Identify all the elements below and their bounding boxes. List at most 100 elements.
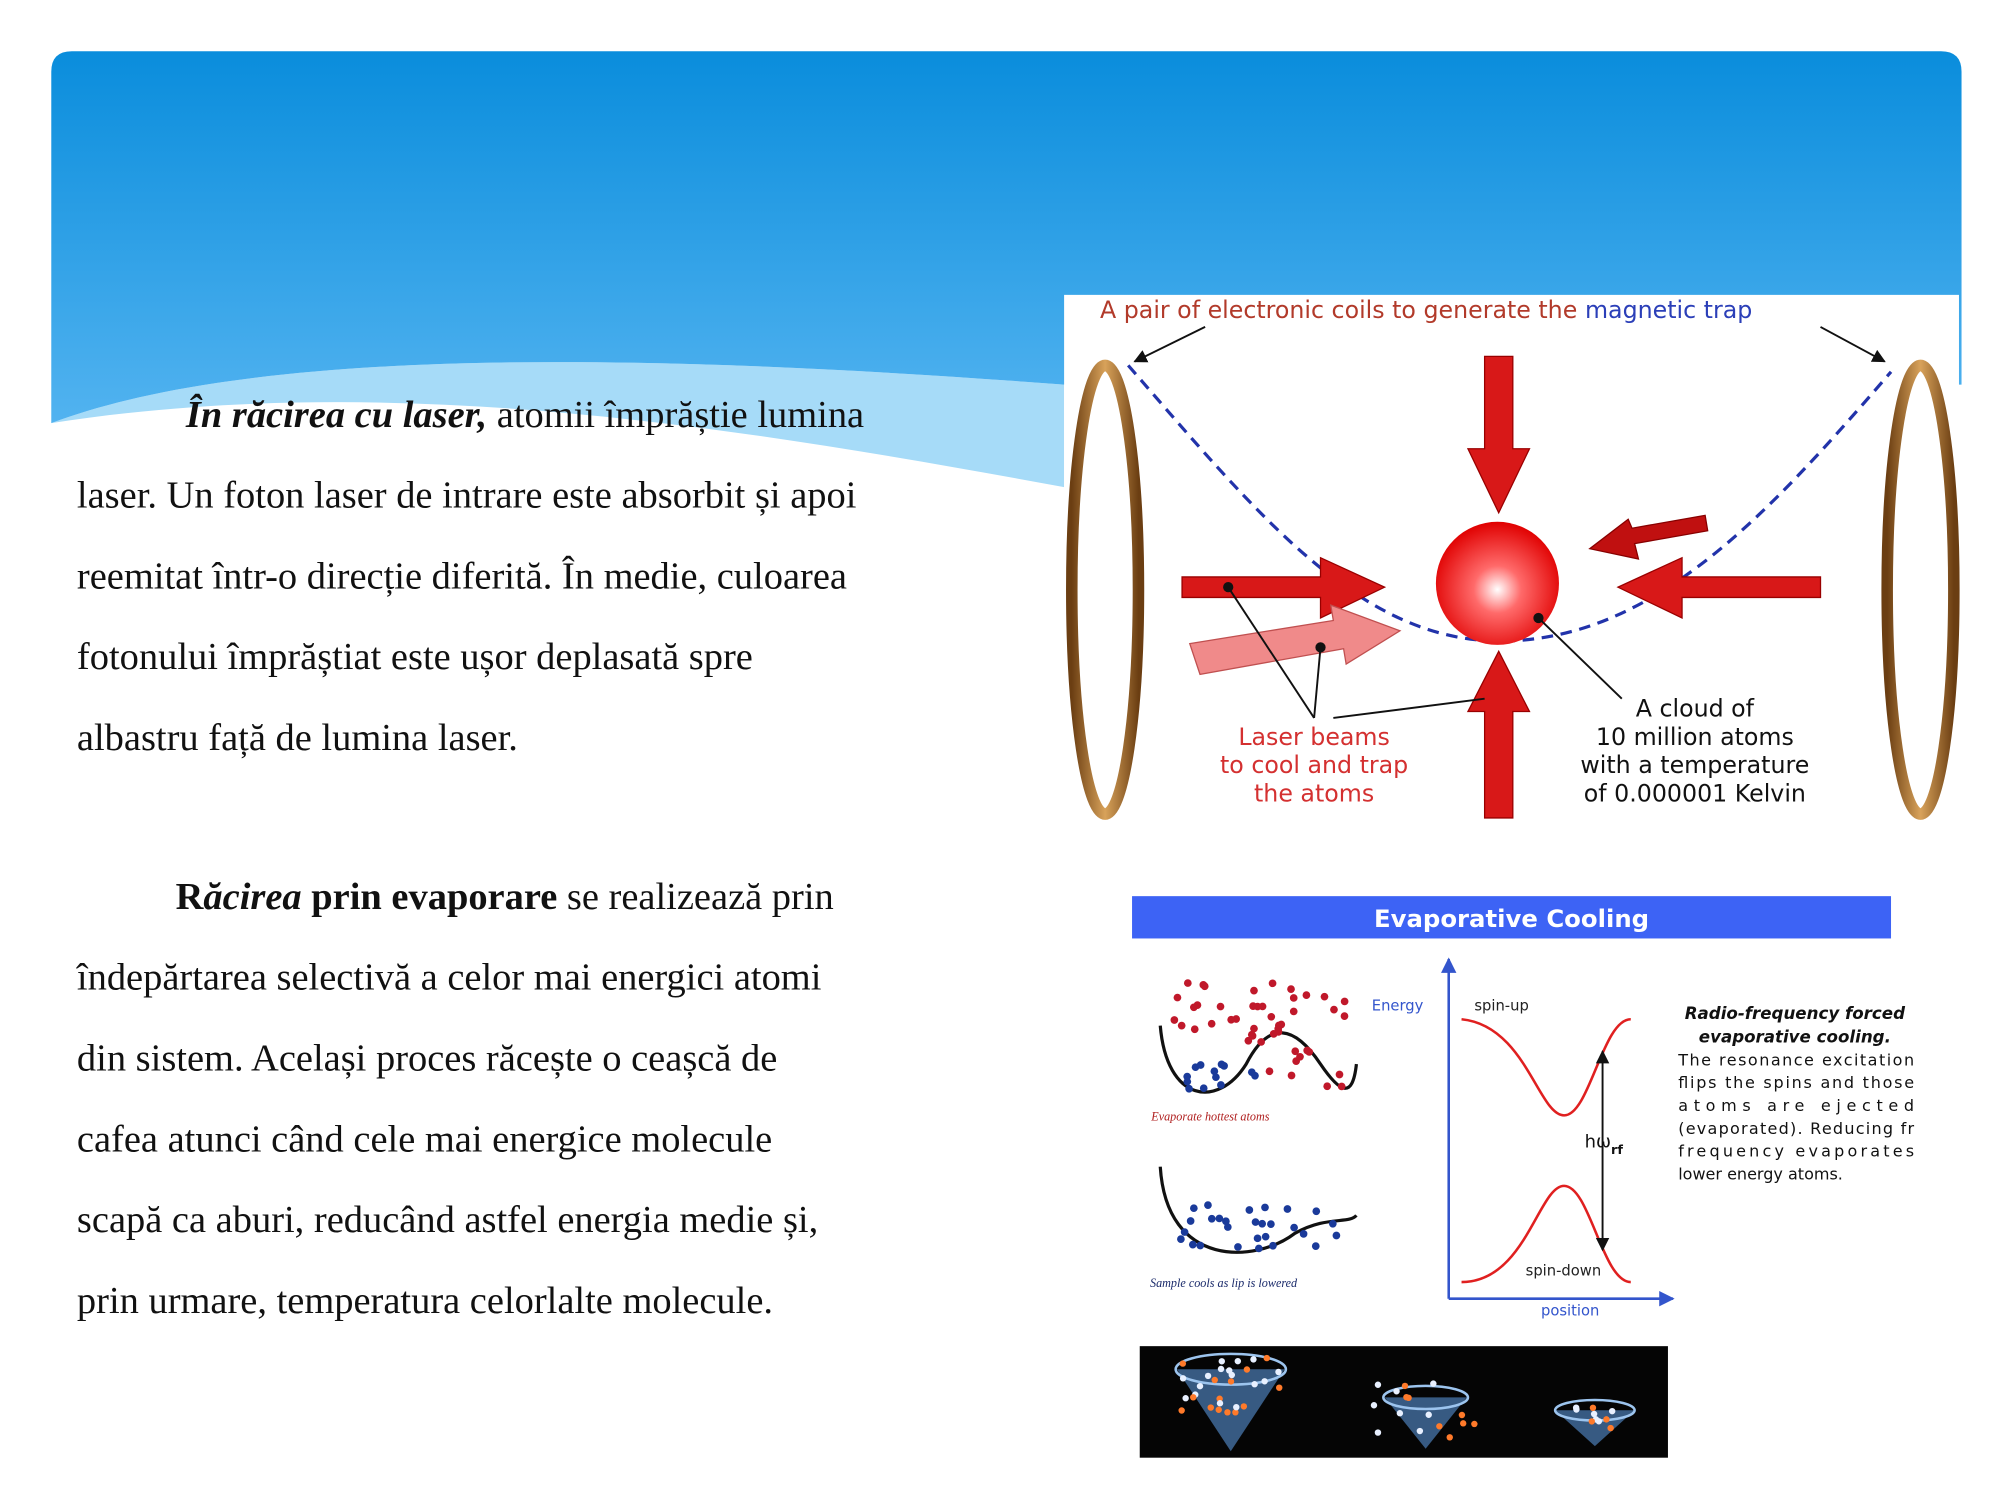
atom: [1303, 1046, 1312, 1055]
coil: [1066, 359, 1145, 820]
particle: [1393, 1388, 1400, 1395]
laser-arrow: [1181, 556, 1387, 619]
cone: [1384, 1397, 1467, 1449]
atom: [1227, 1015, 1235, 1024]
particle: [1263, 1354, 1270, 1362]
pointer: [1537, 617, 1623, 700]
particle: [1218, 1358, 1225, 1365]
atoms: [1170, 979, 1349, 1253]
particle: [1458, 1411, 1466, 1419]
caption-line: flips the spins and those: [1678, 1073, 1914, 1092]
particle: [1190, 1394, 1197, 1401]
x-axis-label: position: [1541, 1302, 1599, 1319]
emphasis: prin evaporare: [302, 876, 558, 918]
caption-line: frequency evaporates: [1678, 1142, 1914, 1161]
particle: [1608, 1407, 1616, 1415]
header-light-wave: [51, 362, 1065, 488]
atom: [1268, 979, 1277, 988]
atom: [1257, 1038, 1265, 1046]
label-line: Laser beams: [1238, 723, 1390, 751]
particle: [1179, 1375, 1187, 1382]
text-run: atomii împrăștie lumina: [487, 394, 864, 436]
atom-cloud: [1435, 521, 1559, 645]
atom: [1323, 1082, 1332, 1091]
particle: [1276, 1384, 1283, 1391]
caption-line: evaporative cooling.: [1699, 1027, 1891, 1046]
atom: [1261, 1203, 1269, 1212]
caption-body: The resonance excitation flips the spins …: [1677, 1050, 1914, 1183]
figure-title: Evaporative Cooling: [1374, 904, 1649, 933]
laser-arrow: [1616, 556, 1822, 619]
paragraph-line: scapă ca aburi, reducând astfel energia …: [77, 1199, 818, 1241]
atom: [1296, 1052, 1304, 1061]
particle: [1430, 1380, 1437, 1387]
figure-title: A pair of electronic coils to generate t…: [1100, 296, 1752, 324]
label-line: the atoms: [1254, 779, 1374, 807]
curve-label: spin-down: [1526, 1263, 1602, 1280]
atom: [1274, 1028, 1283, 1036]
atom: [1269, 1241, 1277, 1250]
label-line: A cloud of: [1636, 695, 1755, 723]
atom: [1190, 1025, 1199, 1034]
laser-arrow: [1466, 355, 1531, 515]
particle: [1251, 1381, 1258, 1388]
atom: [1170, 1016, 1179, 1024]
atom: [1337, 1082, 1346, 1091]
atom: [1267, 1220, 1275, 1228]
atom: [1244, 1036, 1253, 1045]
caption-line: The resonance excitation: [1677, 1050, 1914, 1069]
figure-title-bar: [1132, 896, 1892, 939]
cloud-label: A cloud of 10 million atoms with a tempe…: [1580, 695, 1809, 808]
paragraph-line: fotonului împrăștiat este ușor deplasată…: [77, 636, 753, 678]
atom: [1253, 1234, 1262, 1243]
atom: [1210, 1067, 1219, 1076]
atom: [1188, 1240, 1197, 1249]
title-part: A pair of electronic coils to generate t…: [1100, 296, 1577, 324]
y-axis-label: Energy: [1372, 997, 1424, 1014]
lower-curve: [1461, 1184, 1632, 1284]
title-part: magnetic trap: [1585, 296, 1752, 324]
atom: [1250, 1024, 1258, 1033]
particle: [1471, 1420, 1478, 1428]
particle: [1216, 1400, 1224, 1407]
cone: [1176, 1369, 1285, 1452]
atom: [1328, 1219, 1337, 1228]
atom: [1247, 1030, 1256, 1039]
atom: [1207, 1019, 1216, 1028]
label-line: to cool and trap: [1220, 751, 1408, 779]
atom: [1196, 1241, 1205, 1250]
figure-magnetic-trap: A pair of electronic coils to generate t…: [1064, 294, 1960, 824]
laser-label: Laser beams to cool and trap the atoms: [1220, 723, 1408, 807]
particle: [1416, 1427, 1424, 1435]
paragraph-line: În răcirea cu laser, atomii împrăștie lu…: [185, 394, 864, 436]
atom: [1222, 1217, 1230, 1226]
caption-line: atoms are ejected: [1678, 1096, 1914, 1115]
curve-label: spin-up: [1474, 997, 1528, 1014]
pointer: [1820, 326, 1886, 363]
particle: [1207, 1404, 1214, 1411]
particle: [1588, 1418, 1595, 1425]
emphasis: R: [176, 876, 205, 918]
atom: [1177, 1235, 1185, 1243]
atom: [1190, 1204, 1198, 1213]
particle: [1396, 1410, 1404, 1417]
atom: [1265, 1067, 1274, 1076]
atom: [1204, 1201, 1212, 1209]
particle: [1233, 1403, 1240, 1411]
particle: [1228, 1371, 1235, 1379]
atom: [1234, 1243, 1242, 1251]
particle: [1234, 1357, 1242, 1365]
atom: [1255, 1244, 1263, 1253]
atom: [1289, 1007, 1298, 1016]
particle: [1603, 1416, 1610, 1423]
atom: [1312, 1207, 1321, 1216]
atom: [1290, 1223, 1298, 1232]
particle: [1250, 1356, 1257, 1363]
atom: [1340, 997, 1349, 1006]
upper-curve: [1461, 1017, 1632, 1117]
particle: [1573, 1406, 1580, 1413]
paragraph-line: din sistem. Același proces răcește o cea…: [77, 1038, 777, 1080]
atom: [1340, 1012, 1349, 1020]
